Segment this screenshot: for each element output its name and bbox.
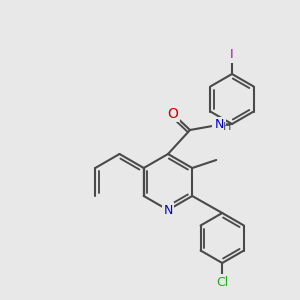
Text: I: I bbox=[230, 49, 234, 62]
Text: N: N bbox=[163, 203, 173, 217]
Text: Cl: Cl bbox=[216, 275, 228, 289]
Text: N: N bbox=[214, 118, 224, 131]
Text: H: H bbox=[223, 122, 231, 132]
Text: O: O bbox=[168, 107, 178, 121]
